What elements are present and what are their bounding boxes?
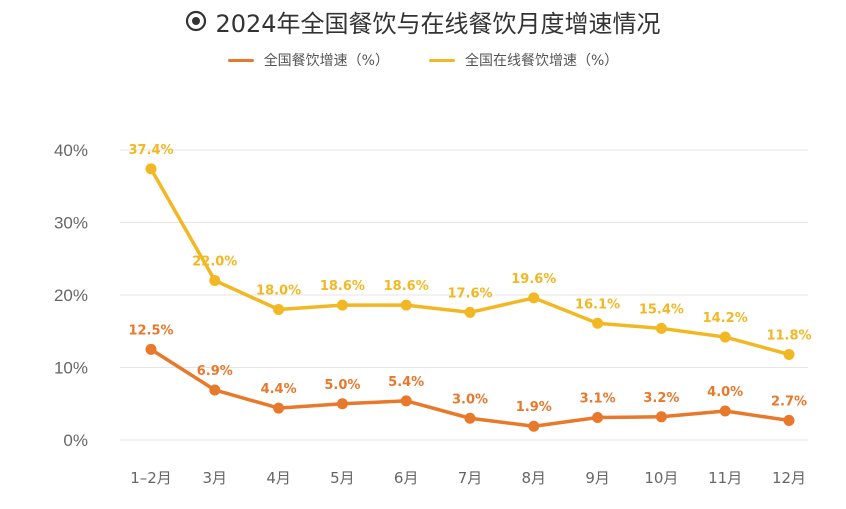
data-point: [655, 411, 667, 423]
data-point: [145, 163, 157, 175]
legend-item-national[interactable]: 全国餐饮增速（%）: [227, 50, 389, 70]
data-point: [336, 299, 348, 311]
data-point: [209, 384, 221, 396]
y-tick-label: 20%: [54, 286, 88, 305]
x-tick-label: 1–2月: [130, 469, 172, 487]
chart-title: 2024年全国餐饮与在线餐饮月度增速情况: [0, 4, 846, 38]
data-label: 12.5%: [128, 323, 173, 338]
x-tick-label: 9月: [585, 469, 610, 487]
data-point: [783, 414, 795, 426]
data-label: 3.0%: [452, 392, 488, 407]
data-point: [528, 420, 540, 432]
data-label: 6.9%: [197, 364, 233, 379]
x-tick-label: 12月: [772, 469, 806, 487]
legend: 全国餐饮增速（%） 全国在线餐饮增速（%）: [0, 50, 846, 70]
data-label: 22.0%: [192, 255, 237, 270]
data-label: 18.0%: [256, 284, 301, 299]
x-tick-label: 7月: [458, 469, 483, 487]
data-point: [464, 412, 476, 424]
x-tick-label: 4月: [266, 469, 291, 487]
data-point: [209, 275, 221, 286]
data-point: [592, 412, 604, 424]
data-label: 4.0%: [707, 385, 743, 400]
data-point: [783, 348, 795, 360]
data-label: 14.2%: [703, 311, 748, 326]
data-point: [464, 306, 476, 318]
data-point: [273, 402, 285, 414]
legend-swatch-online: [429, 58, 455, 62]
data-point: [719, 331, 731, 343]
data-label: 16.1%: [575, 297, 620, 312]
y-tick-label: 0%: [63, 431, 88, 450]
data-label: 15.4%: [639, 302, 684, 317]
legend-item-online[interactable]: 全国在线餐饮增速（%）: [429, 50, 618, 70]
x-tick-label: 3月: [203, 469, 228, 487]
data-point: [592, 317, 604, 329]
target-circle-icon: [186, 10, 207, 32]
data-label: 19.6%: [511, 272, 556, 287]
data-label: 2.7%: [771, 394, 807, 409]
data-point: [719, 405, 731, 417]
data-point: [400, 395, 412, 407]
y-tick-label: 30%: [54, 214, 88, 233]
data-label: 4.4%: [261, 382, 297, 397]
x-tick-label: 8月: [522, 469, 547, 487]
data-label: 18.6%: [384, 279, 429, 294]
legend-label-national: 全国餐饮增速（%）: [263, 53, 389, 69]
y-tick-label: 40%: [54, 141, 88, 160]
data-point: [400, 299, 412, 311]
data-point: [273, 304, 285, 315]
data-label: 11.8%: [766, 328, 811, 343]
y-tick-label: 10%: [54, 359, 88, 378]
legend-swatch-national: [227, 58, 254, 62]
data-label: 37.4%: [128, 143, 173, 158]
x-tick-label: 5月: [330, 469, 355, 487]
data-label: 3.1%: [580, 392, 616, 407]
data-label: 5.0%: [324, 378, 360, 393]
chart-title-text: 2024年全国餐饮与在线餐饮月度增速情况: [215, 9, 661, 38]
series-line-online: [149, 167, 791, 357]
data-label: 17.6%: [447, 286, 492, 301]
data-point: [336, 398, 348, 410]
x-tick-label: 6月: [394, 469, 419, 487]
legend-label-online: 全国在线餐饮增速（%）: [465, 53, 619, 69]
data-label: 18.6%: [320, 279, 365, 294]
data-label: 1.9%: [516, 400, 552, 415]
data-point: [145, 343, 157, 355]
x-tick-label: 10月: [644, 469, 678, 487]
data-point: [528, 292, 540, 304]
data-label: 5.4%: [388, 375, 424, 390]
data-point: [655, 322, 667, 334]
x-tick-label: 11月: [708, 469, 742, 487]
data-label: 3.2%: [643, 391, 679, 406]
